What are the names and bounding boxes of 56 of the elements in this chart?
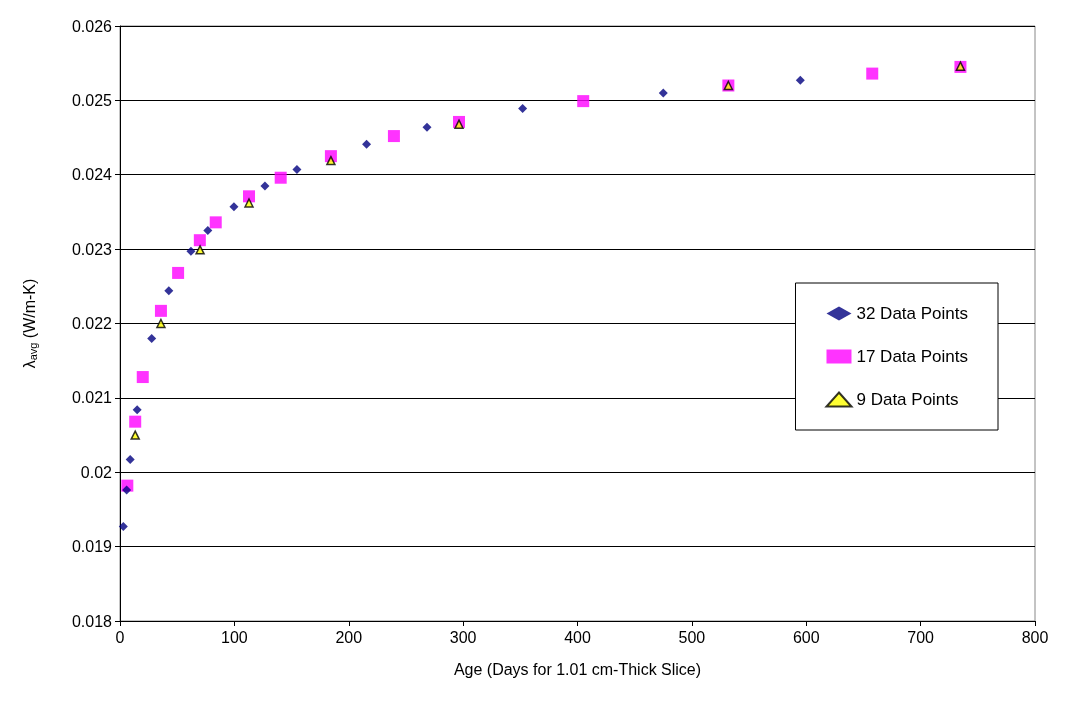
point — [118, 522, 128, 532]
point — [172, 266, 185, 279]
x-tick-label: 400 — [564, 628, 591, 646]
point — [147, 333, 157, 343]
x-tick-label: 700 — [907, 628, 935, 646]
x-tick-label: 200 — [335, 628, 363, 646]
x-tick-label: 0 — [115, 628, 125, 646]
y-tick-label: 0.025 — [71, 91, 113, 109]
point — [156, 318, 166, 329]
point — [866, 67, 879, 80]
point — [577, 95, 590, 108]
x-tick-label: 500 — [678, 628, 706, 646]
point — [209, 216, 222, 229]
point — [132, 405, 142, 415]
x-tick-label: 300 — [449, 628, 477, 646]
point — [193, 234, 206, 247]
point — [186, 246, 196, 256]
y-tick-label: 0.026 — [71, 17, 113, 35]
point — [326, 155, 336, 166]
point — [130, 430, 140, 440]
point — [122, 485, 132, 495]
point — [292, 165, 302, 175]
x-axis-title: Age (Days for 1.01 cm-Thick Slice) — [453, 660, 702, 678]
point — [658, 88, 668, 98]
x-tick-label: 100 — [221, 628, 248, 646]
point — [274, 171, 287, 184]
point — [164, 286, 174, 296]
y-tick-label: 0.021 — [71, 389, 113, 407]
x-tick-label: 800 — [1021, 628, 1049, 646]
point — [154, 304, 167, 317]
point — [362, 139, 372, 149]
point — [260, 181, 270, 191]
legend-label: 9 Data Points — [856, 390, 959, 409]
point — [795, 75, 805, 85]
point — [518, 104, 528, 114]
point — [136, 371, 149, 384]
point — [422, 122, 432, 132]
y-tick-label: 0.02 — [80, 463, 113, 481]
y-axis-title: λavg (W/m-K) — [21, 278, 39, 369]
point — [454, 119, 464, 129]
y-tick-label: 0.019 — [71, 538, 113, 556]
point — [229, 202, 239, 212]
point — [387, 130, 400, 143]
y-tick-label: 0.018 — [71, 612, 113, 630]
point — [243, 190, 256, 203]
point — [129, 415, 142, 428]
y-tick-label: 0.022 — [71, 315, 113, 332]
y-tick-label: 0.024 — [71, 166, 113, 184]
y-tick-label: 0.023 — [71, 240, 113, 258]
legend-label: 17 Data Points — [856, 347, 968, 366]
x-tick-label: 600 — [792, 628, 820, 646]
point — [203, 226, 213, 236]
legend-label: 32 Data Points — [856, 304, 968, 323]
point — [125, 455, 135, 465]
point — [244, 198, 254, 208]
point — [195, 245, 205, 255]
